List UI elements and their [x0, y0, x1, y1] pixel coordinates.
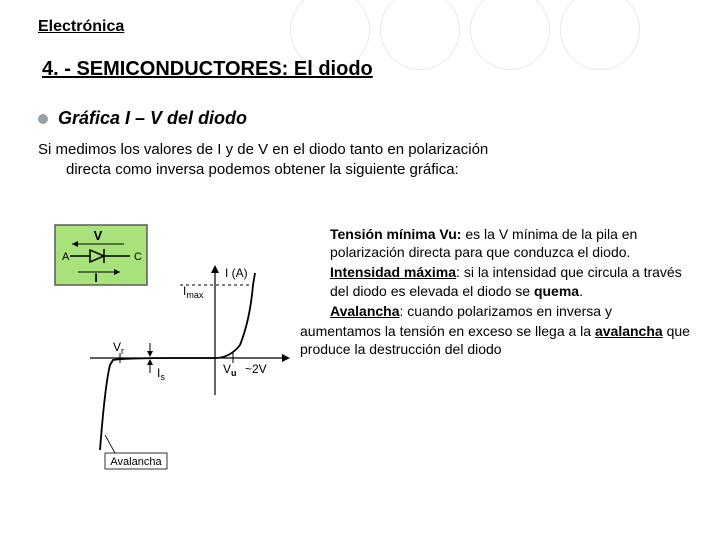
y-axis-label: I (A)	[225, 266, 248, 280]
scale-label: ~2V	[245, 362, 267, 376]
bullet-text: Gráfica I – V del diodo	[58, 108, 247, 129]
vu-label: Vu	[223, 362, 237, 378]
avalancha-label: Avalancha	[110, 456, 162, 468]
desc-p2-label: Intensidad máxima	[330, 264, 456, 280]
description-area: Tensión mínima Vu: es la V mínima de la …	[330, 225, 690, 360]
desc-p3-c1: aumentamos la tensión en exceso se llega…	[300, 323, 595, 339]
iv-curve	[100, 273, 255, 450]
iv-chart: I (A) Imax Vr Is Vu ~2V Avalancha	[90, 265, 290, 469]
desc-p2: Intensidad máxima: si la intensidad que …	[330, 263, 690, 299]
x-axis-arrow	[282, 354, 290, 362]
desc-p3-t1: : cuando polarizamos en inversa y	[400, 303, 612, 319]
desc-p2-t2: quema	[534, 283, 579, 299]
diode-v-label: V	[94, 228, 103, 243]
diode-i-label: I	[94, 271, 97, 285]
desc-p3b: aumentamos la tensión en exceso se llega…	[300, 322, 690, 358]
desc-p2-t3: .	[579, 283, 583, 299]
page-header: Electrónica	[38, 18, 124, 36]
is-arrow-up-head	[147, 359, 153, 365]
vr-label: Vr	[113, 340, 124, 356]
diagram-area: V A C I I (A) Imax Vr	[50, 220, 300, 470]
diode-c-label: C	[134, 251, 142, 263]
is-arrow-down-head	[147, 351, 153, 357]
is-label: Is	[157, 366, 165, 382]
diode-a-label: A	[62, 251, 70, 263]
section-title: 4. - SEMICONDUCTORES: El diodo	[42, 58, 373, 81]
intro-paragraph: Si medimos los valores de I y de V en el…	[38, 140, 682, 181]
bullet-row: Gráfica I – V del diodo	[38, 108, 247, 129]
desc-p1-label: Tensión mínima Vu:	[330, 226, 461, 242]
bullet-icon	[38, 114, 48, 124]
intro-line1: Si medimos los valores de I y de V en el…	[38, 141, 488, 158]
imax-label: Imax	[183, 284, 204, 300]
diode-diagram-svg: V A C I I (A) Imax Vr	[50, 220, 300, 480]
y-axis-arrow	[211, 265, 219, 273]
bg-circle	[470, 0, 550, 70]
desc-p3a: Avalancha: cuando polarizamos en inversa…	[330, 302, 690, 320]
desc-p3-c2: avalancha	[595, 323, 663, 339]
desc-p1: Tensión mínima Vu: es la V mínima de la …	[330, 225, 690, 261]
intro-line2: directa como inversa podemos obtener la …	[38, 160, 682, 180]
bg-circle	[380, 0, 460, 70]
desc-p3-label: Avalancha	[330, 303, 400, 319]
bg-circle	[560, 0, 640, 70]
avalancha-pointer	[105, 435, 115, 453]
